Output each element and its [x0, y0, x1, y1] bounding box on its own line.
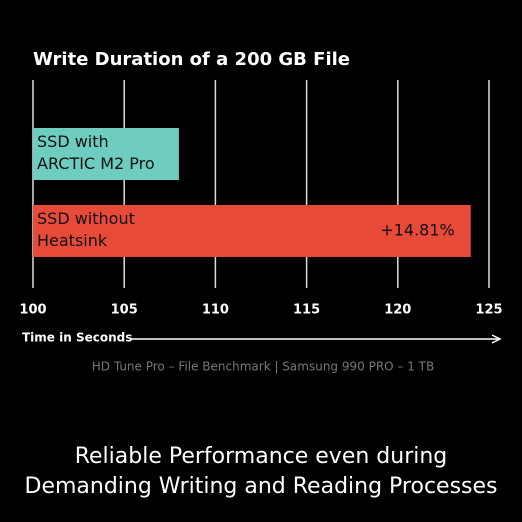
bar — [33, 205, 471, 257]
x-tick-label: 115 — [293, 303, 320, 318]
x-tick-label: 125 — [475, 303, 502, 318]
axis-arrow-head — [491, 334, 502, 344]
category-label: SSD without Heatsink — [37, 209, 135, 250]
footer-text: Reliable Performance even during Demandi… — [24, 444, 498, 499]
x-axis-label: Time in Seconds — [22, 331, 132, 345]
x-tick-label: 105 — [111, 303, 138, 318]
source-note: HD Tune Pro – File Benchmark | Samsung 9… — [92, 360, 435, 374]
bar — [33, 128, 179, 180]
x-tick-label: 100 — [19, 303, 46, 318]
x-tick-label: 110 — [202, 303, 229, 318]
annotation: +14.81% — [380, 221, 454, 240]
x-tick-label: 120 — [384, 303, 411, 318]
category-label: SSD with ARCTIC M2 Pro — [37, 132, 155, 173]
chart-title: Write Duration of a 200 GB File — [33, 49, 350, 70]
